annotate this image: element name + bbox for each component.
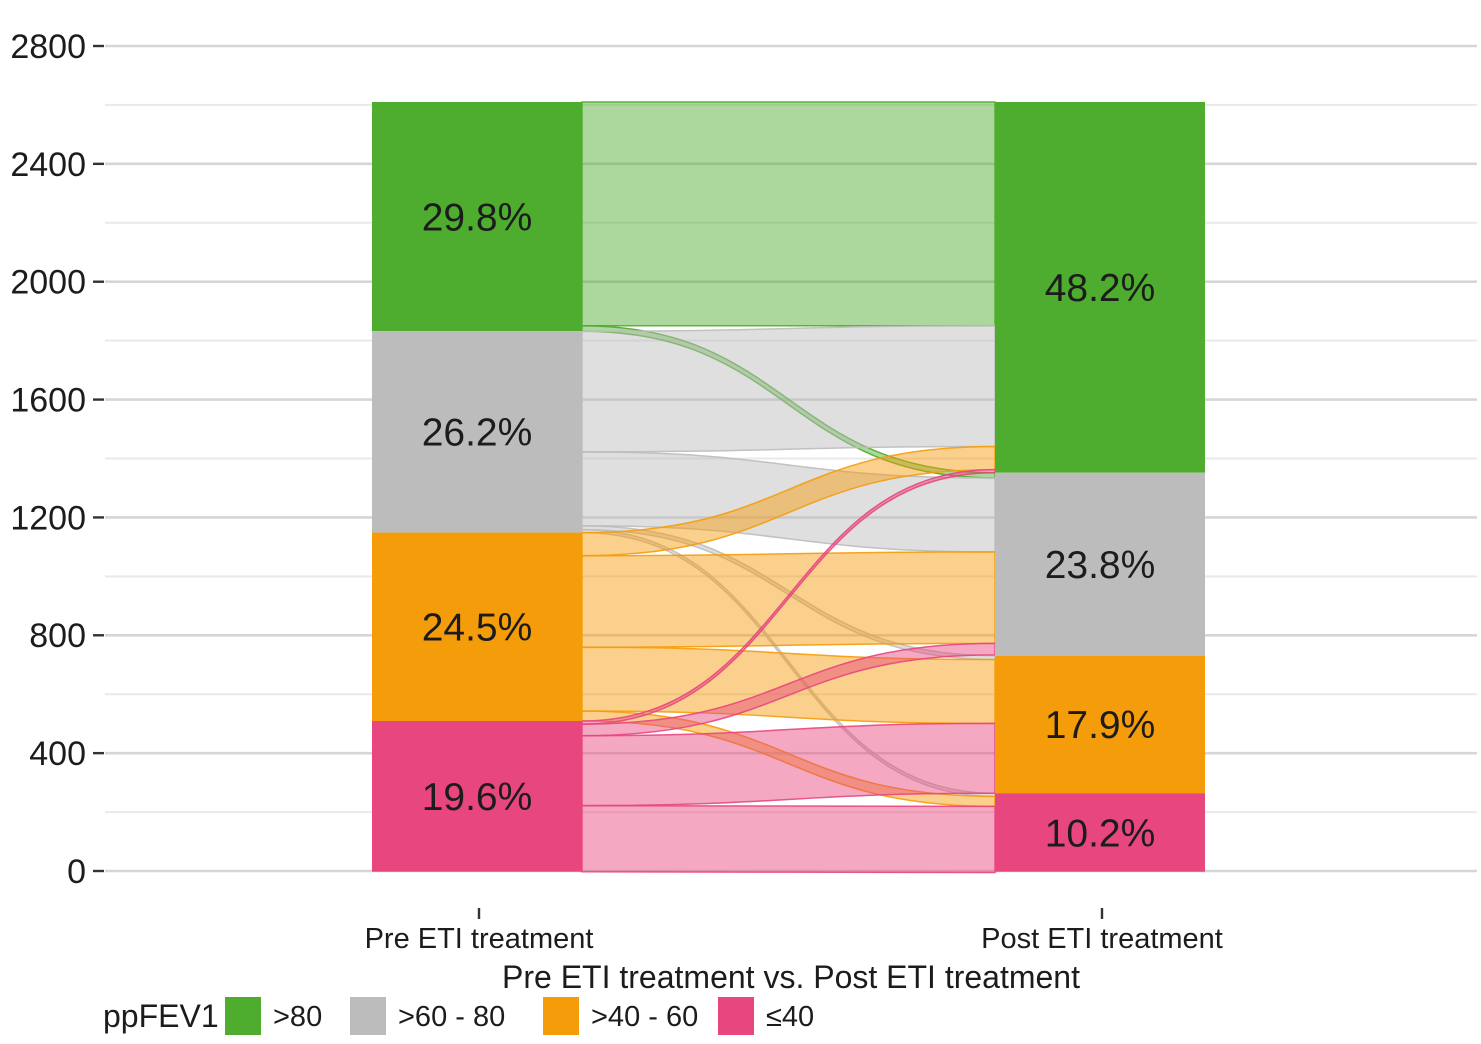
legend-label-le40: ≤40: [766, 1001, 814, 1033]
bar-segment-pre->60 - 80: [372, 331, 582, 533]
legend-label-40-60: >40 - 60: [591, 1001, 698, 1033]
flow-≤40-to-≤40: [581, 804, 996, 874]
bar-label-pre->80: 29.8%: [422, 196, 533, 239]
legend-swatch-60-80: [350, 997, 386, 1035]
flow-≤40-to->40 - 60: [581, 722, 996, 807]
bar-label-pre-≤40: 19.6%: [422, 776, 533, 819]
strata-bars: 29.8% 26.2% 24.5% 19.6% 48.2% 23.8% 17.9% 10.2%: [372, 102, 1205, 872]
y-tick-label: 2000: [10, 264, 86, 302]
bar-segment-pre->80: [372, 102, 582, 332]
bar-segment-pre->40 - 60: [372, 532, 582, 721]
bar-label-post-≤40: 10.2%: [1045, 812, 1156, 855]
minor-gridlines: [105, 103, 1477, 814]
y-tick-label: 800: [29, 617, 86, 655]
x-axis-title: Pre ETI treatment vs. Post ETI treatment: [502, 959, 1080, 995]
flow->80-to->80: [581, 101, 996, 327]
flow-ribbons: [581, 101, 996, 874]
y-tick-label: 0: [67, 853, 86, 891]
bar-label-pre->60 - 80: 26.2%: [422, 412, 533, 455]
y-tick-label: 2400: [10, 146, 86, 184]
bar-label-pre->40 - 60: 24.5%: [422, 606, 533, 649]
legend-label-60-80: >60 - 80: [398, 1001, 505, 1033]
legend-label-gt80: >80: [273, 1001, 322, 1033]
bar-segment-post->60 - 80: [995, 472, 1205, 656]
major-gridlines: [105, 44, 1477, 873]
bar-label-post->60 - 80: 23.8%: [1045, 544, 1156, 587]
bar-segment-post->40 - 60: [995, 655, 1205, 794]
x-axis-label-pre: Pre ETI treatment: [365, 923, 594, 955]
legend-swatch-gt80: [225, 997, 261, 1035]
y-tick-label: 2800: [10, 28, 86, 66]
bar-label-post->80: 48.2%: [1045, 267, 1156, 310]
y-axis-ticks: 0 400 800 1200 1600 2000 2400 2800: [10, 28, 104, 891]
y-tick-label: 1200: [10, 499, 86, 537]
flow->60 - 80-to->80: [581, 325, 996, 453]
legend-swatch-le40: [718, 997, 754, 1035]
bar-segment-post-≤40: [995, 793, 1205, 872]
y-tick-label: 400: [29, 735, 86, 773]
legend: ppFEV1 >80 >60 - 80 >40 - 60 ≤40: [103, 997, 814, 1035]
bar-label-post->40 - 60: 17.9%: [1045, 704, 1156, 747]
bar-segment-post->80: [995, 102, 1205, 473]
legend-title: ppFEV1: [103, 998, 219, 1034]
bar-segment-pre-≤40: [372, 721, 582, 872]
x-axis-ticks: [477, 908, 1104, 919]
x-axis-label-post: Post ETI treatment: [981, 923, 1223, 955]
legend-swatch-40-60: [543, 997, 579, 1035]
y-tick-label: 1600: [10, 381, 86, 419]
